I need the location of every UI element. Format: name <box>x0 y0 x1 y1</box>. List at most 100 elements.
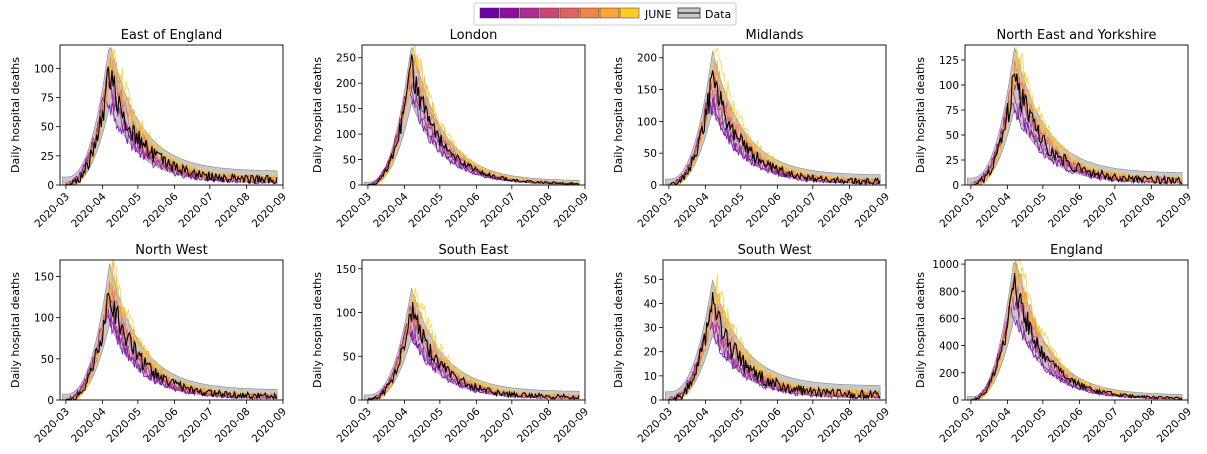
data-line <box>65 292 278 401</box>
x-tick-label: 2020-06 <box>443 190 483 230</box>
legend-colorbar-swatch <box>499 7 520 19</box>
axes-frame <box>59 259 284 401</box>
legend-colorbar-swatch <box>619 7 640 19</box>
axes-frame <box>361 44 586 186</box>
x-tick-label: 2020-08 <box>213 191 253 231</box>
x-tick-label: 2020-04 <box>69 405 109 445</box>
x-tick-label: 2020-06 <box>744 405 784 445</box>
y-tick-label: 0 <box>650 395 657 407</box>
panel: Midlands Daily hospital deaths 0 50 100 150 20… <box>612 28 892 230</box>
y-tick-label: 75 <box>946 105 959 117</box>
legend-colorbar-swatch <box>599 7 620 19</box>
x-tick-label: 2020-09 <box>552 191 592 231</box>
x-tick-label: 2020-09 <box>250 191 290 231</box>
panel-title: South West <box>738 243 812 258</box>
x-tick-label: 2020-09 <box>853 406 893 446</box>
data-line <box>668 291 881 402</box>
y-tick-label: 50 <box>41 122 54 134</box>
x-tick-label: 2020-07 <box>779 406 819 446</box>
x-tick-label: 2020-09 <box>1155 191 1195 231</box>
panel-title: London <box>450 28 498 43</box>
y-tick-label: 400 <box>939 341 959 353</box>
panel-title: England <box>1050 243 1103 258</box>
x-tick-label: 2020-08 <box>1118 191 1158 231</box>
data-line <box>970 72 1183 186</box>
y-tick-label: 40 <box>644 298 657 310</box>
x-tick-label: 2020-06 <box>443 405 483 445</box>
y-tick-label: 250 <box>336 53 356 65</box>
axes-frame <box>964 44 1189 186</box>
y-tick-label: 150 <box>637 85 657 97</box>
legend-colorbar-swatch <box>519 7 540 19</box>
data-line <box>367 301 580 401</box>
y-tick-label: 200 <box>637 53 657 65</box>
data-line <box>367 54 580 186</box>
x-tick-label: 2020-09 <box>552 406 592 446</box>
x-tick-label: 2020-05 <box>1009 406 1049 446</box>
panel: South West Daily hospital deaths 0 10 20 30 40… <box>612 243 892 445</box>
y-tick-label: 100 <box>939 80 959 92</box>
y-tick-label: 10 <box>644 371 657 383</box>
panel-title: Midlands <box>746 28 804 43</box>
x-tick-label: 2020-09 <box>250 406 290 446</box>
x-tick-label: 2020-08 <box>515 191 555 231</box>
legend-colorbar-swatch <box>559 7 580 19</box>
y-tick-label: 50 <box>41 354 54 366</box>
x-tick-label: 2020-04 <box>974 190 1014 230</box>
y-tick-label: 50 <box>343 155 356 167</box>
x-tick-label: 2020-03 <box>938 191 978 231</box>
x-tick-label: 2020-05 <box>707 406 747 446</box>
y-tick-label: 600 <box>939 313 959 325</box>
y-tick-label: 50 <box>343 351 356 363</box>
x-tick-label: 2020-04 <box>974 405 1014 445</box>
axes-frame <box>662 259 887 401</box>
x-tick-label: 2020-04 <box>371 405 411 445</box>
x-tick-label: 2020-05 <box>406 191 446 231</box>
x-tick-label: 2020-07 <box>1081 191 1121 231</box>
y-tick-label: 50 <box>644 274 657 286</box>
panel: North West Daily hospital deaths 0 50 100 150… <box>9 243 289 445</box>
x-tick-label: 2020-04 <box>672 190 712 230</box>
y-tick-label: 200 <box>336 78 356 90</box>
x-tick-label: 2020-04 <box>672 405 712 445</box>
y-tick-label: 125 <box>939 55 959 67</box>
x-tick-label: 2020-09 <box>853 191 893 231</box>
y-tick-label: 25 <box>41 151 54 163</box>
x-tick-label: 2020-05 <box>406 406 446 446</box>
x-tick-label: 2020-05 <box>1009 191 1049 231</box>
y-axis-label: Daily hospital deaths <box>9 272 22 388</box>
uncertainty-band <box>364 47 580 186</box>
y-axis-label: Daily hospital deaths <box>612 272 625 388</box>
legend-colorbar-swatch <box>479 7 500 19</box>
y-axis-label: Daily hospital deaths <box>311 57 324 173</box>
panel: East of England Daily hospital deaths 0 25 5… <box>9 28 289 230</box>
y-tick-label: 150 <box>336 104 356 116</box>
x-tick-label: 2020-06 <box>1046 190 1086 230</box>
axes-frame <box>964 259 1189 401</box>
y-axis-label: Daily hospital deaths <box>311 272 324 388</box>
y-tick-label: 200 <box>939 368 959 380</box>
legend: JUNE Data <box>473 2 737 26</box>
panel: North East and Yorkshire Daily hospital d… <box>914 28 1194 230</box>
x-tick-label: 2020-04 <box>69 190 109 230</box>
panel: England Daily hospital deaths 0 200 400 600 80… <box>914 243 1194 445</box>
data-line <box>668 70 881 187</box>
y-axis-label: Daily hospital deaths <box>914 57 927 173</box>
y-axis-label: Daily hospital deaths <box>914 272 927 388</box>
x-tick-label: 2020-05 <box>104 406 144 446</box>
x-tick-label: 2020-03 <box>33 191 73 231</box>
x-tick-label: 2020-07 <box>176 406 216 446</box>
x-tick-label: 2020-03 <box>636 191 676 231</box>
x-tick-label: 2020-05 <box>104 191 144 231</box>
y-tick-label: 100 <box>34 313 54 325</box>
y-tick-label: 30 <box>644 323 657 335</box>
x-tick-label: 2020-06 <box>141 190 181 230</box>
y-tick-label: 100 <box>34 63 54 75</box>
x-tick-label: 2020-05 <box>707 191 747 231</box>
legend-colorbar-swatch <box>579 7 600 19</box>
panel-title: East of England <box>121 28 223 43</box>
y-tick-label: 0 <box>650 180 657 192</box>
legend-colorbar <box>479 7 640 19</box>
y-tick-label: 150 <box>34 271 54 283</box>
x-tick-label: 2020-06 <box>744 190 784 230</box>
